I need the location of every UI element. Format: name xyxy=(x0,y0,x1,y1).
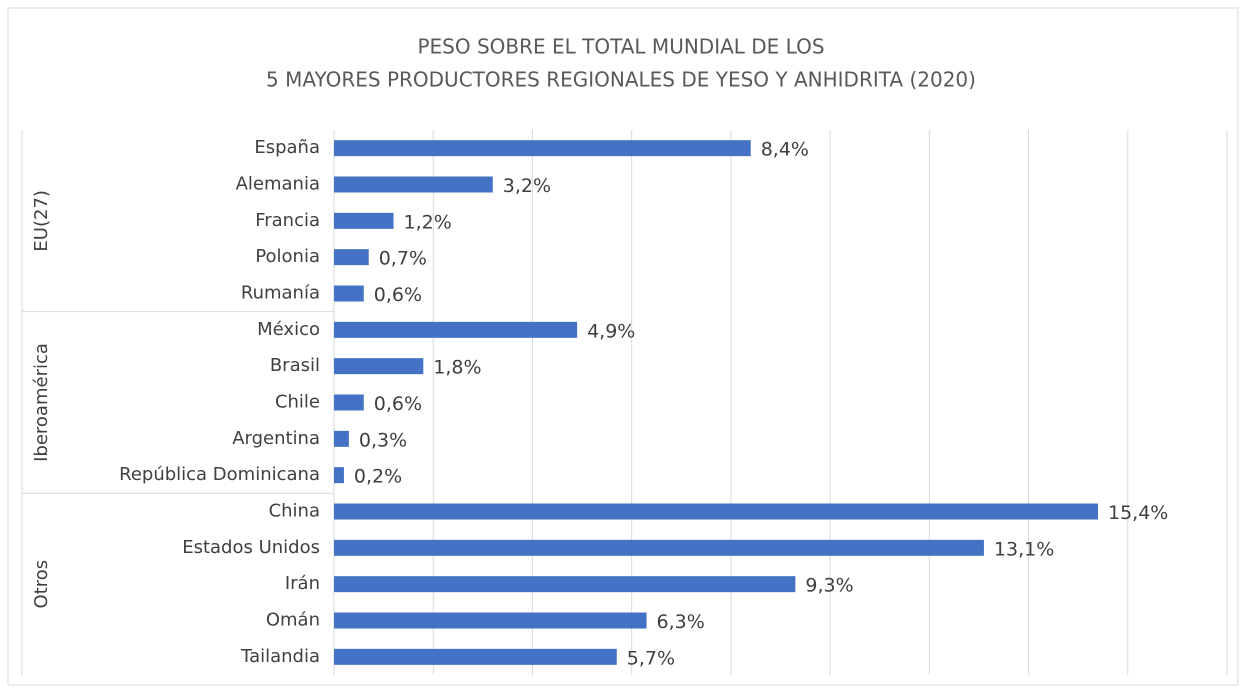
data-label: 15,4% xyxy=(1108,502,1168,524)
bar xyxy=(334,321,578,338)
group-label: Otros xyxy=(31,560,52,609)
data-label: 0,2% xyxy=(354,466,402,488)
data-label: 0,7% xyxy=(379,248,427,270)
category-label: Rumanía xyxy=(241,283,320,304)
category-label: Argentina xyxy=(232,428,320,449)
bar xyxy=(334,249,369,266)
data-label: 1,2% xyxy=(404,211,452,233)
data-label: 0,6% xyxy=(374,284,422,306)
bar xyxy=(334,358,424,375)
bar xyxy=(334,576,796,593)
data-label: 9,3% xyxy=(805,575,853,597)
data-label: 6,3% xyxy=(657,611,705,633)
bar xyxy=(334,212,394,229)
bar xyxy=(334,503,1099,520)
data-label: 5,7% xyxy=(627,647,675,669)
bar xyxy=(334,140,751,157)
chart-title: PESO SOBRE EL TOTAL MUNDIAL DE LOS xyxy=(417,35,824,59)
category-label: Francia xyxy=(255,210,320,231)
data-label: 8,4% xyxy=(761,139,809,161)
group-label: Iberoamérica xyxy=(31,343,52,462)
category-label: Chile xyxy=(275,392,320,413)
category-label: Omán xyxy=(266,610,320,631)
data-label: 3,2% xyxy=(503,175,551,197)
data-label: 4,9% xyxy=(587,320,635,342)
category-label: República Dominicana xyxy=(119,464,320,485)
bar xyxy=(334,648,617,665)
chart-border xyxy=(7,7,1239,686)
category-label: México xyxy=(257,319,320,340)
category-label: Estados Unidos xyxy=(182,537,320,558)
category-label: Alemania xyxy=(236,174,320,195)
chart-title: 5 MAYORES PRODUCTORES REGIONALES DE YESO… xyxy=(266,68,976,92)
data-label: 13,1% xyxy=(994,538,1054,560)
category-label: Polonia xyxy=(255,246,320,267)
data-label: 0,3% xyxy=(359,429,407,451)
bar xyxy=(334,285,364,302)
data-label: 1,8% xyxy=(433,357,481,379)
data-label: 0,6% xyxy=(374,393,422,415)
category-label: España xyxy=(254,137,320,158)
bar xyxy=(334,176,493,193)
category-label: China xyxy=(269,501,320,522)
bar xyxy=(334,467,344,484)
group-label: EU(27) xyxy=(31,190,52,252)
bar xyxy=(334,430,349,447)
bar xyxy=(334,394,364,411)
category-label: Tailandia xyxy=(240,646,320,667)
bar xyxy=(334,539,984,556)
bar xyxy=(334,612,647,629)
category-label: Brasil xyxy=(270,355,320,376)
category-label: Irán xyxy=(285,573,320,594)
